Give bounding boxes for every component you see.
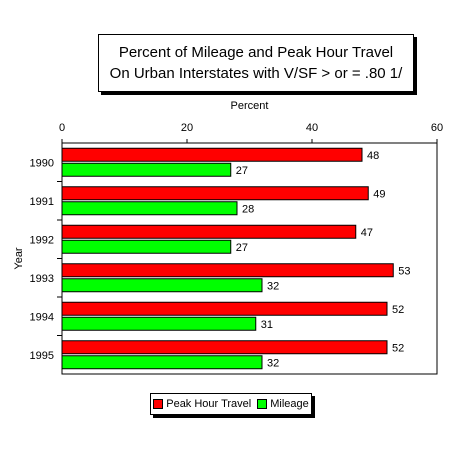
data-label-mileage-1995: 32: [267, 357, 279, 369]
y-tick-label-1993: 1993: [30, 273, 54, 285]
legend-swatch-peak-hour-travel: [153, 399, 164, 409]
bar-peak-hour-travel-1995: [61, 340, 388, 355]
bar-peak-hour-travel-1990: [61, 147, 363, 162]
plot-area: [61, 142, 438, 375]
bar-mileage-1990: [61, 162, 232, 177]
x-axis-title: Percent: [231, 100, 269, 112]
x-tick-label: 0: [59, 122, 65, 134]
legend-label-peak-hour-travel: Peak Hour Travel: [166, 398, 252, 410]
bar-mileage-1992: [61, 239, 232, 254]
data-label-peak-hour-travel-1994: 52: [392, 304, 404, 316]
y-tick-label-1994: 1994: [30, 311, 54, 323]
y-tick-label-1991: 1991: [30, 196, 54, 208]
data-label-mileage-1993: 32: [267, 280, 279, 292]
legend-label-mileage: Mileage: [270, 398, 309, 410]
y-tick-label-1992: 1992: [30, 234, 54, 246]
data-label-peak-hour-travel-1995: 52: [392, 342, 404, 354]
y-tick-label-1990: 1990: [30, 157, 54, 169]
bar-peak-hour-travel-1994: [61, 301, 388, 316]
x-tick-label: 40: [306, 122, 318, 134]
data-label-peak-hour-travel-1990: 48: [367, 150, 379, 162]
data-label-peak-hour-travel-1993: 53: [398, 265, 410, 277]
bar-mileage-1994: [61, 316, 257, 331]
data-label-mileage-1991: 28: [242, 203, 254, 215]
data-label-mileage-1990: 27: [236, 165, 248, 177]
bar-mileage-1993: [61, 278, 263, 293]
data-label-mileage-1992: 27: [236, 242, 248, 254]
bar-peak-hour-travel-1993: [61, 263, 394, 278]
bar-mileage-1995: [61, 355, 263, 370]
chart-subtitle: On Urban Interstates with V/SF > or = .8…: [109, 65, 403, 82]
legend-item-mileage: Mileage: [257, 398, 309, 410]
legend-item-peak-hour-travel: Peak Hour Travel: [153, 398, 251, 410]
data-label-mileage-1994: 31: [261, 319, 273, 331]
y-tick-label-1995: 1995: [30, 350, 54, 362]
chart-title: Percent of Mileage and Peak Hour Travel: [118, 44, 394, 61]
bar-peak-hour-travel-1991: [61, 186, 369, 201]
x-tick-label: 20: [181, 122, 193, 134]
bar-mileage-1991: [61, 201, 238, 216]
x-tick-label: 60: [431, 122, 443, 134]
data-label-peak-hour-travel-1991: 49: [373, 188, 385, 200]
y-axis-title: Year: [13, 247, 25, 270]
legend: Peak Hour Travel Mileage: [150, 393, 312, 415]
chart-title-box: Percent of Mileage and Peak Hour Travel …: [98, 34, 414, 92]
bar-peak-hour-travel-1992: [61, 224, 357, 239]
data-label-peak-hour-travel-1992: 47: [361, 227, 373, 239]
legend-swatch-mileage: [257, 399, 268, 409]
